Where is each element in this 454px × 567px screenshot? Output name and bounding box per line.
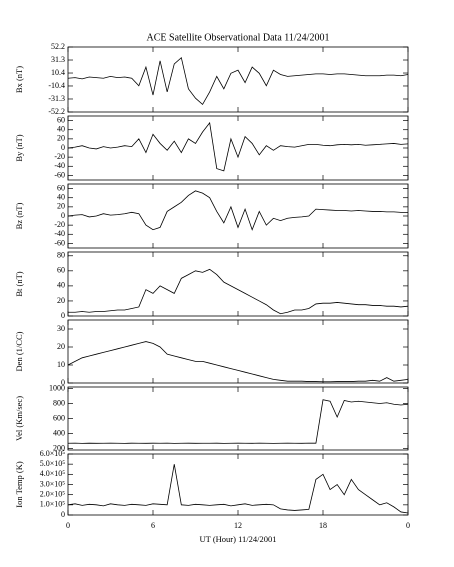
x-tick-label: 6 bbox=[151, 521, 155, 530]
y-tick-label: 20 bbox=[57, 296, 65, 305]
x-tick-label: 12 bbox=[234, 521, 242, 530]
y-axis-label: Den (1/CC) bbox=[14, 331, 24, 371]
data-line bbox=[67, 190, 408, 231]
y-tick-label: 2.0×10⁵ bbox=[40, 489, 66, 498]
y-tick-label: -52.2 bbox=[48, 107, 65, 116]
y-tick-label: -31.3 bbox=[48, 94, 65, 103]
data-line bbox=[67, 341, 409, 383]
data-line bbox=[67, 121, 409, 172]
y-tick-label: -10.4 bbox=[48, 81, 65, 90]
data-line bbox=[67, 464, 409, 514]
y-tick-label: -40 bbox=[54, 229, 65, 238]
y-tick-label: 0 bbox=[61, 211, 65, 220]
y-tick-label: 40 bbox=[57, 281, 65, 290]
y-tick-label: 0 bbox=[61, 510, 65, 519]
chart-title: ACE Satellite Observational Data 11/24/2… bbox=[147, 32, 330, 43]
y-tick-label: 20 bbox=[57, 134, 65, 143]
y-tick-label: 40 bbox=[57, 125, 65, 134]
y-tick-label: 1.0×10⁵ bbox=[40, 500, 66, 509]
y-tick-label: 800 bbox=[53, 398, 65, 407]
y-tick-label: 1000 bbox=[49, 383, 65, 392]
y-tick-label: 5.0×10⁵ bbox=[40, 459, 66, 468]
y-tick-label: 6.0×10⁵ bbox=[40, 449, 66, 458]
y-tick-label: 0 bbox=[61, 143, 65, 152]
y-tick-label: -40 bbox=[54, 161, 65, 170]
y-tick-label: 400 bbox=[53, 428, 65, 437]
data-line bbox=[67, 56, 409, 106]
panel-frame bbox=[67, 251, 409, 317]
y-tick-label: -20 bbox=[54, 152, 65, 161]
y-axis-label: By (nT) bbox=[14, 134, 24, 161]
panel-frame bbox=[67, 319, 409, 384]
y-axis-label: Vel (Km/sec) bbox=[14, 396, 24, 441]
y-tick-label: -20 bbox=[54, 220, 65, 229]
x-tick-label: 0 bbox=[66, 521, 70, 530]
y-axis-label: Bt (nT) bbox=[14, 271, 24, 296]
y-tick-label: 60 bbox=[57, 183, 65, 192]
y-tick-label: 10 bbox=[57, 360, 65, 369]
y-axis-label: Bz (nT) bbox=[14, 202, 24, 229]
y-tick-label: 31.3 bbox=[51, 55, 65, 64]
panel-frame bbox=[67, 115, 409, 181]
y-tick-label: -60 bbox=[54, 238, 65, 247]
y-tick-label: 200 bbox=[53, 443, 65, 452]
y-tick-label: 10.4 bbox=[51, 68, 65, 77]
y-tick-label: 4.0×10⁵ bbox=[40, 469, 66, 478]
x-tick-label: 18 bbox=[319, 521, 327, 530]
y-axis-label: Bx (nT) bbox=[14, 66, 24, 93]
y-tick-label: 60 bbox=[57, 266, 65, 275]
y-tick-label: 30 bbox=[57, 324, 65, 333]
y-tick-label: 3.0×10⁵ bbox=[40, 479, 66, 488]
y-tick-label: -60 bbox=[54, 170, 65, 179]
y-tick-label: 600 bbox=[53, 413, 65, 422]
data-line bbox=[68, 268, 409, 315]
y-axis-label: Ion Temp (K) bbox=[14, 461, 24, 508]
y-tick-label: 20 bbox=[57, 202, 65, 211]
y-tick-label: 80 bbox=[57, 251, 65, 260]
y-tick-label: 40 bbox=[57, 193, 65, 202]
y-tick-label: 52.2 bbox=[51, 42, 65, 51]
panel-frame bbox=[67, 183, 409, 249]
y-tick-label: 20 bbox=[57, 342, 65, 351]
x-tick-label: 0 bbox=[406, 521, 410, 530]
y-tick-label: 60 bbox=[57, 115, 65, 124]
panel-frame bbox=[67, 453, 409, 516]
x-axis-label: UT (Hour) 11/24/2001 bbox=[200, 534, 277, 544]
panel-frame bbox=[67, 386, 409, 451]
panel-frame bbox=[67, 46, 409, 113]
data-line bbox=[67, 399, 409, 444]
y-tick-label: 0 bbox=[61, 311, 65, 320]
y-tick-label: 0 bbox=[61, 378, 65, 387]
